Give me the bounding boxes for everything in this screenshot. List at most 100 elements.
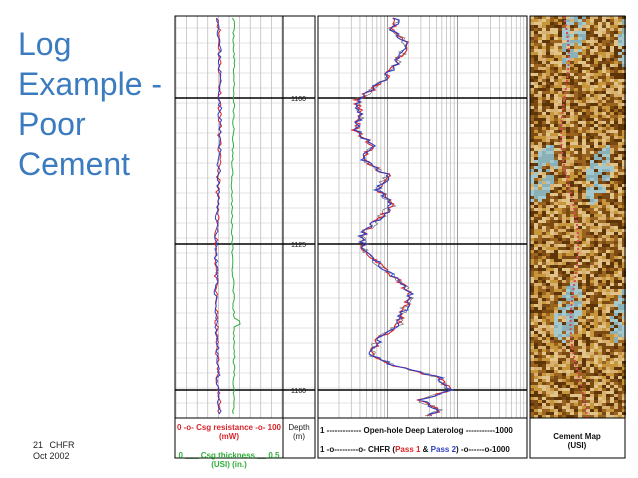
cement-map-pixel xyxy=(598,217,602,220)
cement-map-pixel xyxy=(570,58,574,61)
cement-map-pixel xyxy=(554,232,558,235)
cement-map-pixel xyxy=(542,325,546,328)
cement-map-pixel xyxy=(566,145,570,148)
cement-map-pixel xyxy=(566,199,570,202)
cement-map-pixel xyxy=(546,391,550,394)
cement-map-pixel xyxy=(562,181,566,184)
casing-trace xyxy=(561,112,564,114)
cement-map-pixel xyxy=(578,268,582,271)
cement-map-pixel xyxy=(550,31,554,34)
cement-map-pixel xyxy=(586,289,590,292)
cement-map-pixel xyxy=(590,241,594,244)
cement-map-pixel xyxy=(614,229,618,232)
cement-map-pixel xyxy=(546,244,550,247)
cement-map-pixel xyxy=(562,124,566,127)
cement-map-pixel xyxy=(530,388,534,391)
cement-map-pixel xyxy=(534,97,538,100)
cement-map-pixel xyxy=(606,49,610,52)
cement-map-pixel xyxy=(566,304,570,307)
cement-map-pixel xyxy=(562,412,566,415)
cement-map-pixel xyxy=(570,190,574,193)
cement-map-pixel xyxy=(618,334,622,337)
cement-map-pixel xyxy=(578,37,582,40)
cement-map-pixel xyxy=(618,73,622,76)
cement-map-pixel xyxy=(534,169,538,172)
cement-map-pixel xyxy=(566,79,570,82)
cement-map-pixel xyxy=(598,373,602,376)
cement-map-pixel xyxy=(562,79,566,82)
cement-map-pixel xyxy=(546,187,550,190)
cement-map-pixel xyxy=(546,43,550,46)
cement-map-pixel xyxy=(610,61,614,64)
cement-map-pixel xyxy=(590,172,594,175)
cement-map-pixel xyxy=(530,154,534,157)
cement-map-pixel xyxy=(618,127,622,130)
cement-map-pixel xyxy=(594,52,598,55)
cement-map-pixel xyxy=(546,274,550,277)
cement-map-pixel xyxy=(546,178,550,181)
cement-map-pixel xyxy=(618,415,622,418)
cement-map-pixel xyxy=(590,40,594,43)
cement-map-pixel xyxy=(598,172,602,175)
cement-map-pixel xyxy=(578,370,582,373)
cement-map-pixel xyxy=(578,280,582,283)
cement-map-pixel xyxy=(590,190,594,193)
header-frame xyxy=(282,417,316,459)
cement-map-pixel xyxy=(614,67,618,70)
cement-map-pixel xyxy=(562,304,566,307)
cement-map-pixel xyxy=(610,253,614,256)
cement-map-pixel xyxy=(538,250,542,253)
cement-map-pixel xyxy=(594,160,598,163)
cement-map-pixel xyxy=(562,64,566,67)
cement-map-pixel xyxy=(558,31,562,34)
cement-map-pixel xyxy=(542,103,546,106)
cement-map-pixel xyxy=(550,379,554,382)
cement-map-pixel xyxy=(562,277,566,280)
cement-map-pixel xyxy=(594,124,598,127)
cement-map-pixel xyxy=(618,160,622,163)
cement-map-pixel xyxy=(618,307,622,310)
cement-map-pixel xyxy=(582,394,586,397)
cement-map-pixel xyxy=(606,25,610,28)
cement-map-pixel xyxy=(542,403,546,406)
cement-map-pixel xyxy=(582,22,586,25)
cement-map-pixel xyxy=(610,82,614,85)
cement-map-pixel xyxy=(594,346,598,349)
cement-map-pixel xyxy=(546,349,550,352)
cement-map-pixel xyxy=(566,172,570,175)
cement-map-pixel xyxy=(590,115,594,118)
cement-map-pixel xyxy=(530,286,534,289)
cement-map-pixel xyxy=(622,76,626,79)
cement-map-pixel xyxy=(578,406,582,409)
cement-map-pixel xyxy=(622,175,626,178)
cement-map-pixel xyxy=(566,313,570,316)
cement-map-pixel xyxy=(614,316,618,319)
cement-map-pixel xyxy=(610,223,614,226)
cement-map-pixel xyxy=(590,160,594,163)
cement-map-pixel xyxy=(546,322,550,325)
cement-map-pixel xyxy=(610,97,614,100)
cement-map-pixel xyxy=(586,229,590,232)
chfr-pass1-curve xyxy=(350,17,452,417)
cement-map-pixel xyxy=(562,115,566,118)
cement-map-pixel xyxy=(578,394,582,397)
cement-map-pixel xyxy=(610,379,614,382)
cement-map-pixel xyxy=(598,394,602,397)
cement-map-pixel xyxy=(618,388,622,391)
cement-map-pixel xyxy=(614,16,618,19)
cement-map-pixel xyxy=(622,28,626,31)
cement-map-pixel xyxy=(606,22,610,25)
cement-map-pixel xyxy=(534,52,538,55)
cement-map-pixel xyxy=(582,127,586,130)
cement-map-pixel xyxy=(578,121,582,124)
cement-map-pixel xyxy=(554,76,558,79)
cement-map-pixel xyxy=(594,94,598,97)
cement-map-pixel xyxy=(614,250,618,253)
cement-map-pixel xyxy=(598,109,602,112)
cement-map-pixel xyxy=(590,319,594,322)
cement-map-pixel xyxy=(610,157,614,160)
cement-map-pixel xyxy=(606,388,610,391)
cement-map-pixel xyxy=(606,115,610,118)
cement-map-pixel xyxy=(602,376,606,379)
cement-map-pixel xyxy=(598,166,602,169)
